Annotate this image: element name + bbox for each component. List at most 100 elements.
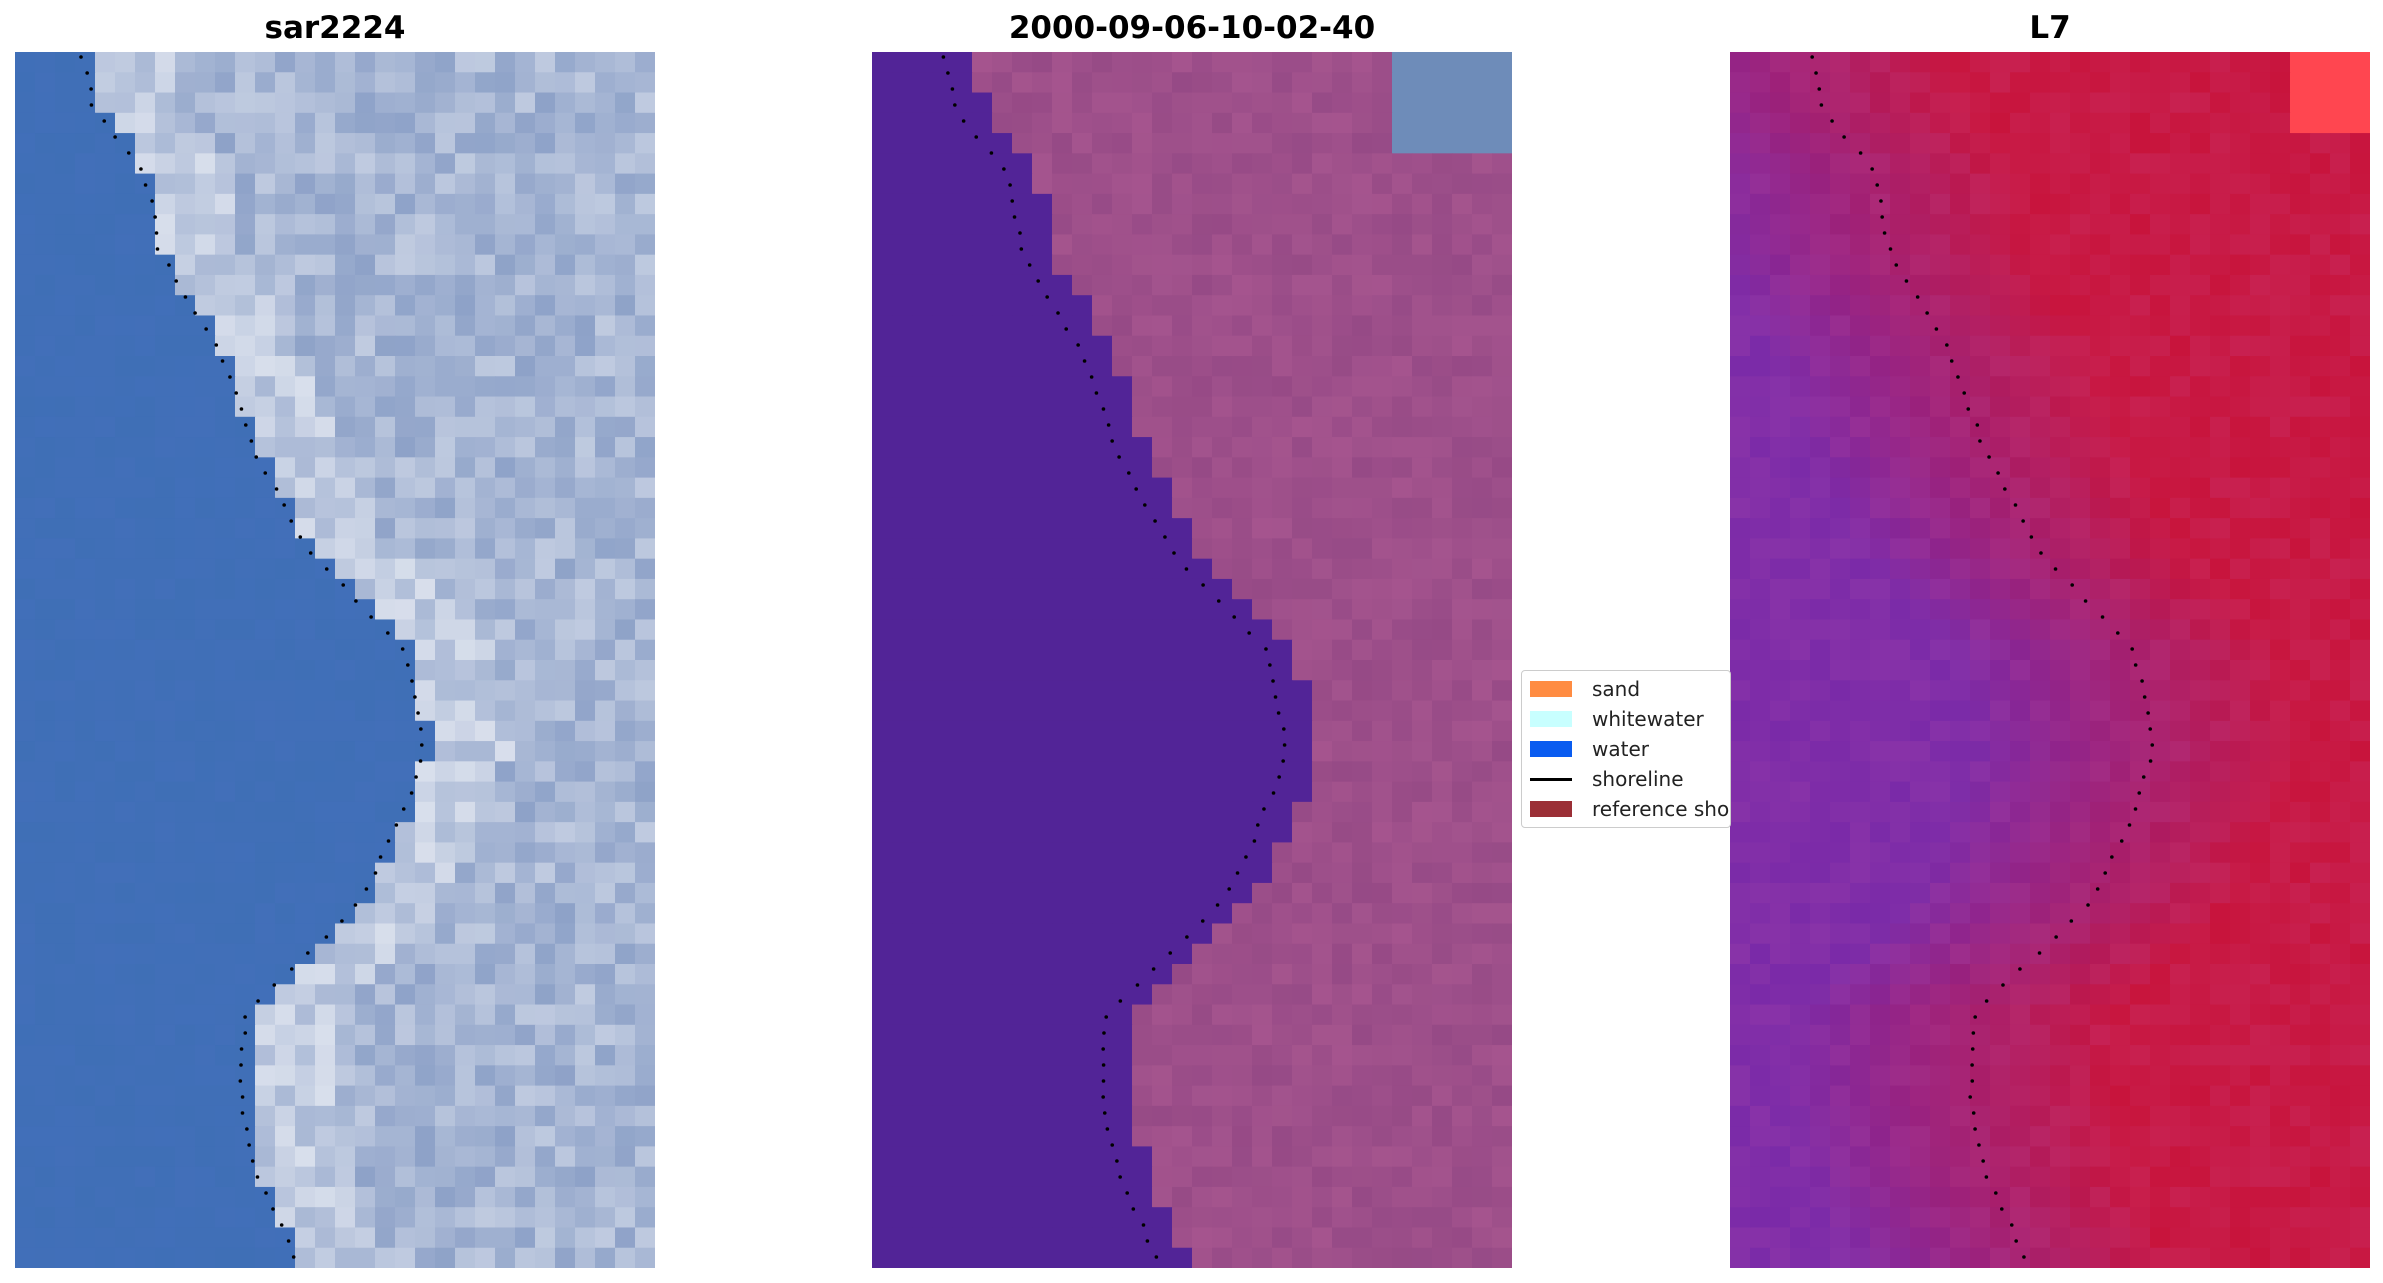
shoreline-dot xyxy=(1977,1143,1981,1147)
shoreline-dot xyxy=(247,1143,251,1147)
shoreline-dot xyxy=(2029,535,2034,539)
shoreline-dot xyxy=(1118,999,1123,1003)
shoreline-dot xyxy=(401,807,406,811)
shoreline-dot xyxy=(1101,1047,1105,1051)
shoreline-dot xyxy=(410,679,414,683)
shoreline-dot xyxy=(2133,663,2138,667)
shoreline-dot xyxy=(989,151,994,155)
shoreline-dot xyxy=(1172,551,1176,555)
shoreline-dot xyxy=(1971,1031,1976,1035)
legend-label: shoreline xyxy=(1592,767,1684,791)
shoreline-dot xyxy=(341,583,346,587)
legend-item-water: water xyxy=(1530,734,1649,764)
shoreline-dot xyxy=(239,1047,244,1051)
shoreline-dot xyxy=(89,87,93,91)
shoreline-dot xyxy=(394,823,399,827)
shoreline-dot xyxy=(2003,487,2007,491)
shoreline-dot xyxy=(2013,503,2018,507)
shoreline-dot xyxy=(240,1111,245,1115)
shoreline-dot xyxy=(143,183,148,187)
shoreline-dot xyxy=(1262,807,1266,811)
shoreline-dot xyxy=(1012,215,1017,219)
shoreline-dot xyxy=(1814,71,1818,75)
shoreline-dot xyxy=(1168,951,1173,955)
shoreline-dot xyxy=(254,455,259,459)
shoreline-dot xyxy=(1115,1159,1119,1163)
shoreline-dot xyxy=(2001,983,2005,987)
shoreline-dot xyxy=(1110,1143,1115,1147)
shoreline-dot xyxy=(1888,247,1893,251)
shoreline-dot xyxy=(364,887,369,891)
shoreline-dot xyxy=(1882,231,1887,235)
shoreline-dot xyxy=(324,567,329,571)
shoreline-dot xyxy=(113,135,117,139)
shoreline-dot xyxy=(1101,407,1106,411)
shoreline-dot xyxy=(250,1159,255,1163)
shoreline-dot xyxy=(291,1255,296,1259)
shoreline-dot xyxy=(1984,1175,1989,1179)
shoreline-dot xyxy=(1151,967,1156,971)
shoreline-dot xyxy=(1106,423,1111,427)
shoreline-dot xyxy=(2103,871,2108,875)
shoreline-dot xyxy=(974,135,979,139)
shoreline-dot xyxy=(174,279,178,283)
shoreline-dot xyxy=(1987,455,1991,459)
shoreline-dot xyxy=(2110,855,2114,859)
shoreline-dot xyxy=(279,1223,284,1227)
shoreline-dot xyxy=(1102,1031,1106,1035)
shoreline-dot xyxy=(1056,311,1060,315)
shoreline-dot xyxy=(1110,439,1114,443)
water-swatch xyxy=(1530,741,1572,757)
shoreline-dot xyxy=(1276,711,1281,715)
shoreline-dot xyxy=(414,775,418,779)
shoreline-dot xyxy=(941,55,946,59)
shoreline-dot xyxy=(1102,1111,1107,1115)
shoreline-dot xyxy=(2140,679,2144,683)
shoreline-dot xyxy=(155,247,160,251)
shoreline-dot xyxy=(1200,919,1205,923)
sand-swatch xyxy=(1530,681,1572,697)
shoreline-dot xyxy=(2150,743,2155,747)
shoreline-dot xyxy=(946,71,950,75)
shoreline-dot xyxy=(1281,759,1285,763)
shoreline-dot xyxy=(1036,279,1040,283)
shoreline-dot xyxy=(239,407,244,411)
shoreline-dot xyxy=(1184,567,1189,571)
shoreline-dot xyxy=(1842,135,1846,139)
shoreline-dot xyxy=(2070,583,2074,587)
shoreline-dot xyxy=(1973,1127,1977,1131)
shoreline-dot xyxy=(1244,855,1248,859)
shoreline-dot xyxy=(1101,1079,1106,1083)
shoreline-dot xyxy=(2083,599,2088,603)
shoreline-dot xyxy=(1271,791,1276,795)
shoreline-dot xyxy=(1934,327,1939,331)
shoreline-dot xyxy=(1089,375,1094,379)
shoreline-dot xyxy=(378,855,383,859)
shoreline-dot xyxy=(1227,887,1231,891)
shoreline-dot xyxy=(167,263,171,267)
panel-title-index: L7 xyxy=(2029,10,2071,46)
shoreline-dot xyxy=(1127,471,1131,475)
shoreline-dot xyxy=(369,615,373,619)
shoreline-dot xyxy=(1915,295,1920,299)
shoreline-dot xyxy=(413,695,417,699)
shoreline-dot xyxy=(2039,551,2043,555)
shoreline-dot xyxy=(1277,775,1281,779)
reference-shoreline-swatch xyxy=(1530,801,1572,817)
shoreline-dot xyxy=(1135,983,1140,987)
shoreline-dot xyxy=(1984,999,1989,1003)
shoreline-dot xyxy=(249,439,254,443)
shoreline-dot xyxy=(150,199,154,203)
shoreline-dot xyxy=(1271,679,1275,683)
rgb-image xyxy=(15,52,655,1268)
shoreline-dot xyxy=(2127,823,2132,827)
shoreline-dot xyxy=(256,999,260,1003)
shoreline-dot xyxy=(1999,1207,2004,1211)
shoreline-line-swatch xyxy=(1530,777,1572,781)
shoreline-dot xyxy=(1925,311,1929,315)
shoreline-dot xyxy=(1970,1063,1974,1067)
shoreline-dot xyxy=(282,503,286,507)
shoreline-dot xyxy=(102,119,107,123)
shoreline-dot xyxy=(1064,327,1069,331)
shoreline-dot xyxy=(2022,1255,2026,1259)
